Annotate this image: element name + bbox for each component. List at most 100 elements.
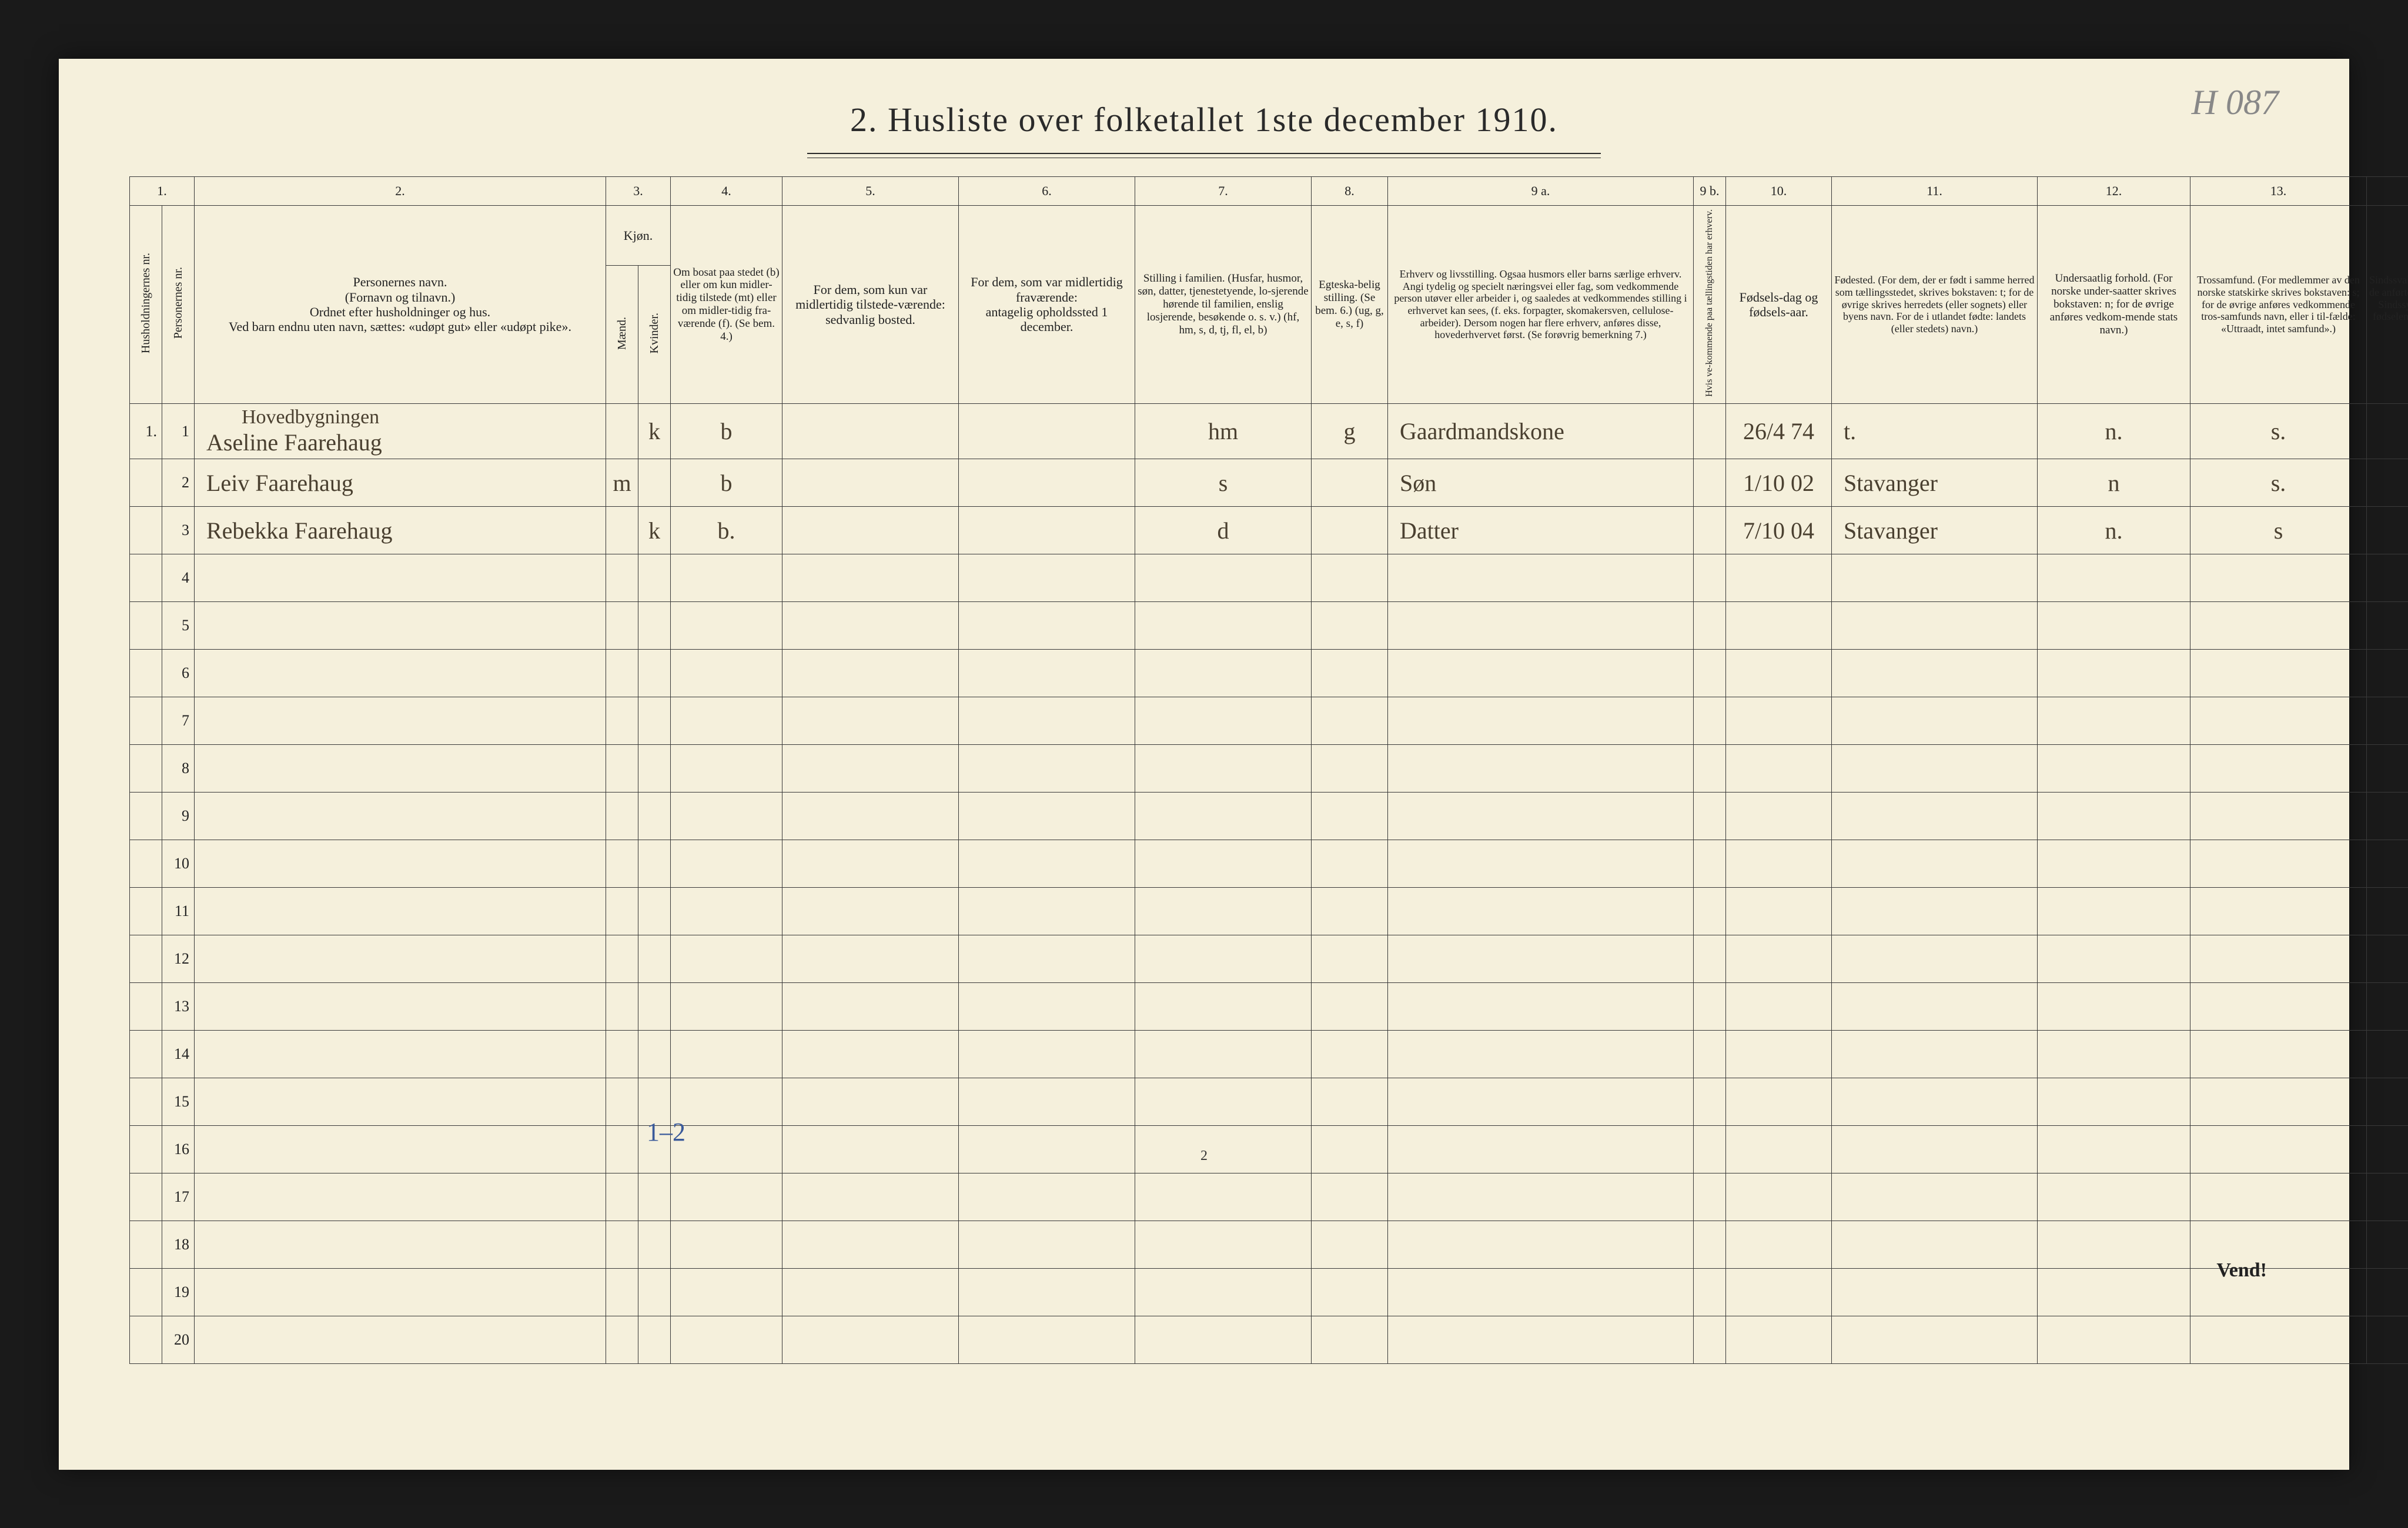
cell-empty xyxy=(195,1221,606,1269)
colnum-9b: 9 b. xyxy=(1694,177,1726,206)
cell-empty xyxy=(1832,888,2038,935)
cell-empty xyxy=(959,650,1135,697)
cell-hh xyxy=(130,1078,162,1126)
cell-empty xyxy=(671,840,782,888)
cell-empty xyxy=(671,1316,782,1364)
cell-marital xyxy=(1312,459,1388,507)
cell-empty xyxy=(782,697,959,745)
cell-sex-m xyxy=(606,507,638,554)
cell-empty xyxy=(2367,1126,2408,1173)
cell-empty xyxy=(959,1031,1135,1078)
cell-empty xyxy=(1312,697,1388,745)
cell-empty xyxy=(782,1316,959,1364)
table-row: 7 xyxy=(130,697,2408,745)
cell-empty xyxy=(1388,1221,1694,1269)
cell-empty xyxy=(606,1126,638,1173)
cell-empty xyxy=(2367,1173,2408,1221)
table-header: 1. 2. 3. 4. 5. 6. 7. 8. 9 a. 9 b. 10. 11… xyxy=(130,177,2408,404)
cell-nationality: n xyxy=(2038,459,2190,507)
hdr-undersaat: Undersaatlig forhold. (For norske under-… xyxy=(2038,206,2190,404)
cell-empty xyxy=(1312,1221,1388,1269)
hdr-egteskab: Egteska-belig stilling. (Se bem. 6.) (ug… xyxy=(1312,206,1388,404)
cell-empty xyxy=(1135,840,1312,888)
cell-empty xyxy=(1312,1269,1388,1316)
cell-empty xyxy=(1832,602,2038,650)
cell-pn: 10 xyxy=(162,840,195,888)
cell-empty xyxy=(1312,745,1388,793)
cell-empty xyxy=(2190,1126,2367,1173)
header-row: Husholdningernes nr. Personernes nr. Per… xyxy=(130,206,2408,266)
column-number-row: 1. 2. 3. 4. 5. 6. 7. 8. 9 a. 9 b. 10. 11… xyxy=(130,177,2408,206)
cell-empty xyxy=(1694,1126,1726,1173)
cell-empty xyxy=(2190,602,2367,650)
hdr-midl-frav: For dem, som var midlertidig fraværende:… xyxy=(959,206,1135,404)
colnum-5: 5. xyxy=(782,177,959,206)
cell-empty xyxy=(1726,888,1832,935)
table-row: 4 xyxy=(130,554,2408,602)
cell-sex-k: k xyxy=(638,507,671,554)
cell-empty xyxy=(1135,1269,1312,1316)
colnum-8: 8. xyxy=(1312,177,1388,206)
cell-pn: 17 xyxy=(162,1173,195,1221)
cell-empty xyxy=(195,840,606,888)
cell-empty xyxy=(1694,745,1726,793)
cell-empty xyxy=(782,1031,959,1078)
cell-empty xyxy=(195,602,606,650)
cell-empty xyxy=(782,1173,959,1221)
cell-empty xyxy=(959,983,1135,1031)
cell-hh xyxy=(130,459,162,507)
hdr-9b: Hvis ve-kommende paa tællingstiden har e… xyxy=(1694,206,1726,404)
cell-empty xyxy=(638,602,671,650)
cell-empty xyxy=(671,1269,782,1316)
cell-empty xyxy=(1726,554,1832,602)
cell-empty xyxy=(782,1078,959,1126)
cell-empty xyxy=(782,1269,959,1316)
cell-empty xyxy=(1388,793,1694,840)
cell-empty xyxy=(959,554,1135,602)
cell-empty xyxy=(1388,602,1694,650)
cell-empty xyxy=(2038,650,2190,697)
cell-empty xyxy=(2038,1078,2190,1126)
cell-pn: 2 xyxy=(162,459,195,507)
cell-pn: 12 xyxy=(162,935,195,983)
hdr-sindssvak: Sindssvak, døv eller blind. Var nogen av… xyxy=(2367,206,2408,404)
cell-empty xyxy=(671,1173,782,1221)
cell-hh xyxy=(130,1126,162,1173)
cell-empty xyxy=(638,983,671,1031)
cell-empty xyxy=(638,935,671,983)
cell-empty xyxy=(1388,1031,1694,1078)
cell-hh xyxy=(130,602,162,650)
cell-nationality: n. xyxy=(2038,404,2190,459)
cell-empty xyxy=(1832,1221,2038,1269)
cell-empty xyxy=(959,745,1135,793)
cell-empty xyxy=(1312,602,1388,650)
cell-empty xyxy=(1312,793,1388,840)
cell-empty xyxy=(671,602,782,650)
cell-empty xyxy=(195,1031,606,1078)
cell-empty xyxy=(959,602,1135,650)
cell-hh xyxy=(130,507,162,554)
cell-empty xyxy=(1312,1316,1388,1364)
cell-c9b xyxy=(1694,507,1726,554)
cell-empty xyxy=(2367,697,2408,745)
cell-empty xyxy=(2190,888,2367,935)
cell-pn: 16 xyxy=(162,1126,195,1173)
cell-empty xyxy=(2038,983,2190,1031)
cell-empty xyxy=(2190,554,2367,602)
table-row: 13 xyxy=(130,983,2408,1031)
cell-empty xyxy=(606,1221,638,1269)
cell-empty xyxy=(959,697,1135,745)
colnum-9a: 9 a. xyxy=(1388,177,1694,206)
cell-empty xyxy=(1388,888,1694,935)
cell-empty xyxy=(1726,745,1832,793)
hdr-c1b-text: Personernes nr. xyxy=(172,267,185,339)
cell-empty xyxy=(2367,1316,2408,1364)
cell-empty xyxy=(671,935,782,983)
cell-empty xyxy=(638,1221,671,1269)
cell-empty xyxy=(1312,983,1388,1031)
cell-empty xyxy=(1135,1126,1312,1173)
cell-empty xyxy=(1694,793,1726,840)
cell-empty xyxy=(1388,935,1694,983)
cell-empty xyxy=(2038,1031,2190,1078)
cell-empty xyxy=(2367,1078,2408,1126)
